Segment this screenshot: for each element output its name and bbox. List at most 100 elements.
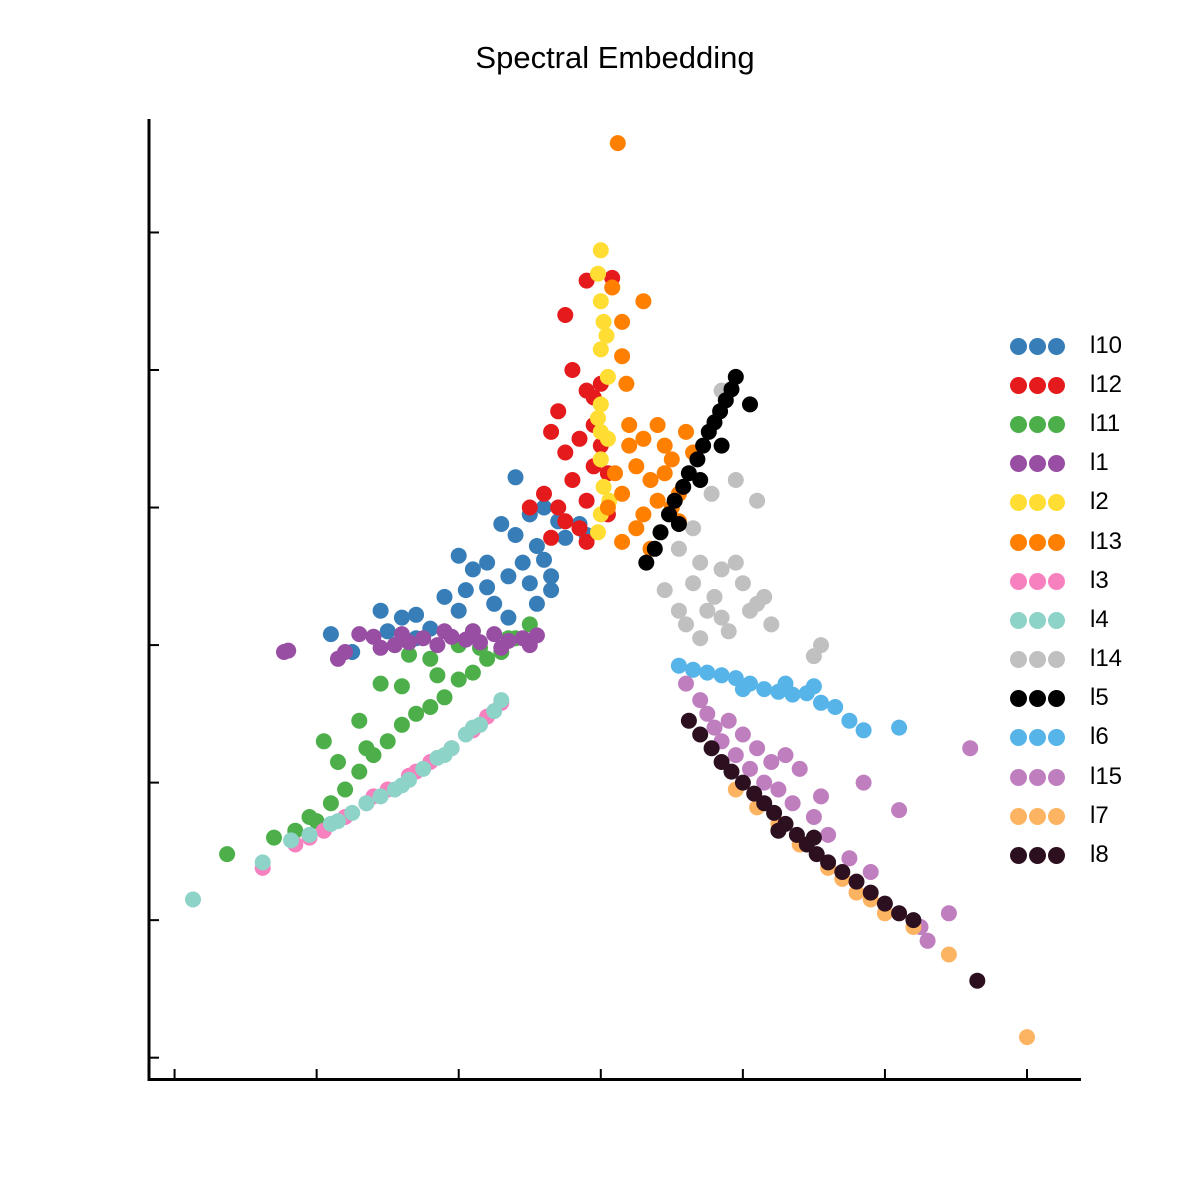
point-l5-5	[675, 478, 692, 495]
point-l2-5	[599, 368, 616, 385]
point-l14-9	[734, 575, 751, 592]
series-l7	[727, 781, 1035, 1046]
point-l15-3	[706, 719, 723, 736]
point-l14-4	[670, 540, 687, 557]
point-l5-7	[689, 451, 706, 468]
point-l8-13	[808, 846, 825, 863]
legend-label: l14	[1090, 645, 1123, 673]
point-l13-15	[656, 465, 673, 482]
point-l10-29	[479, 554, 496, 571]
legend-dot	[1048, 729, 1065, 747]
point-l1-19	[436, 623, 453, 640]
point-l6-16	[805, 678, 822, 695]
axis-ticks	[149, 231, 1029, 1079]
legend-marker	[1010, 490, 1068, 514]
legend-marker	[1010, 804, 1068, 828]
point-l12-19	[543, 529, 560, 546]
point-l12-3	[564, 362, 581, 378]
point-l15-13	[756, 774, 773, 791]
legend-dot	[1048, 847, 1065, 865]
point-l1-16	[337, 644, 354, 660]
point-l10-30	[450, 547, 467, 564]
point-l12-9	[571, 430, 588, 447]
point-l1-18	[393, 626, 410, 643]
legend-item-l3: l3	[1010, 561, 1190, 600]
point-l10-0	[322, 626, 339, 643]
point-l15-12	[742, 760, 758, 777]
point-l10-15	[536, 551, 552, 568]
point-l13-1	[604, 279, 621, 296]
legend-dot	[1029, 690, 1046, 708]
legend-label: l5	[1090, 684, 1109, 712]
point-l6-6	[756, 681, 773, 698]
point-l2-14	[590, 524, 606, 541]
point-l15-0	[678, 675, 694, 692]
point-l15-1	[692, 692, 709, 709]
legend-label: l6	[1090, 723, 1109, 751]
series-l11	[219, 616, 538, 863]
point-l11-21	[393, 678, 410, 695]
point-l13-13	[614, 485, 631, 502]
legend-dot	[1010, 415, 1027, 433]
series-l5	[638, 368, 758, 571]
legend-label: l8	[1090, 841, 1109, 869]
legend-dot	[1010, 376, 1027, 394]
legend-dot	[1029, 337, 1046, 355]
point-l6-11	[827, 699, 844, 715]
legend-dot	[1029, 729, 1046, 747]
point-l15-15	[784, 795, 801, 812]
point-l13-24	[628, 520, 645, 537]
point-l13-17	[678, 423, 694, 440]
point-l11-10	[422, 699, 439, 715]
point-l15-19	[862, 864, 879, 880]
legend-item-l14: l14	[1010, 640, 1190, 679]
series-l1	[276, 623, 545, 667]
point-l15-4	[720, 712, 737, 729]
point-l14-23	[727, 554, 744, 571]
point-l10-13	[521, 575, 538, 592]
legend-dot	[1029, 807, 1046, 825]
legend-dot	[1029, 533, 1046, 551]
point-l15-22	[962, 740, 979, 757]
legend-dot	[1048, 611, 1065, 629]
point-l14-3	[749, 492, 766, 509]
point-l8-6	[734, 774, 751, 791]
legend-item-l10: l10	[1010, 326, 1190, 365]
point-l1-17	[372, 639, 389, 656]
point-l12-12	[564, 472, 581, 488]
point-l14-6	[713, 561, 730, 578]
legend-dot	[1010, 807, 1027, 825]
point-l13-12	[628, 458, 645, 475]
point-l12-18	[571, 520, 588, 537]
point-l6-10	[813, 694, 829, 711]
point-l13-9	[656, 437, 673, 454]
point-l1-8	[429, 637, 446, 654]
point-l11-31	[358, 740, 375, 757]
point-l13-2	[635, 293, 652, 310]
point-l15-2	[699, 705, 716, 722]
point-l5-15	[742, 396, 758, 413]
legend-dot	[1029, 611, 1046, 629]
point-l14-17	[656, 582, 673, 599]
point-l8-18	[876, 895, 893, 912]
point-l10-10	[486, 595, 503, 612]
point-l2-12	[590, 410, 606, 427]
legend-item-l5: l5	[1010, 679, 1190, 718]
point-l13-19	[621, 437, 638, 454]
point-l4-2	[283, 832, 300, 849]
legend-dot	[1029, 415, 1046, 433]
point-l8-5	[723, 763, 740, 780]
series-l13	[599, 135, 702, 557]
point-l6-13	[855, 722, 872, 739]
point-l4-18	[436, 747, 453, 764]
point-l15-18	[841, 850, 858, 867]
point-l14-24	[685, 520, 702, 537]
series-l6	[670, 657, 908, 739]
legend-dot	[1048, 415, 1065, 433]
point-l10-11	[500, 568, 517, 585]
legend-label: l4	[1090, 605, 1109, 633]
legend-marker	[1010, 608, 1068, 632]
point-l14-11	[763, 616, 780, 633]
point-l5-16	[713, 437, 730, 454]
point-l15-9	[791, 760, 808, 777]
